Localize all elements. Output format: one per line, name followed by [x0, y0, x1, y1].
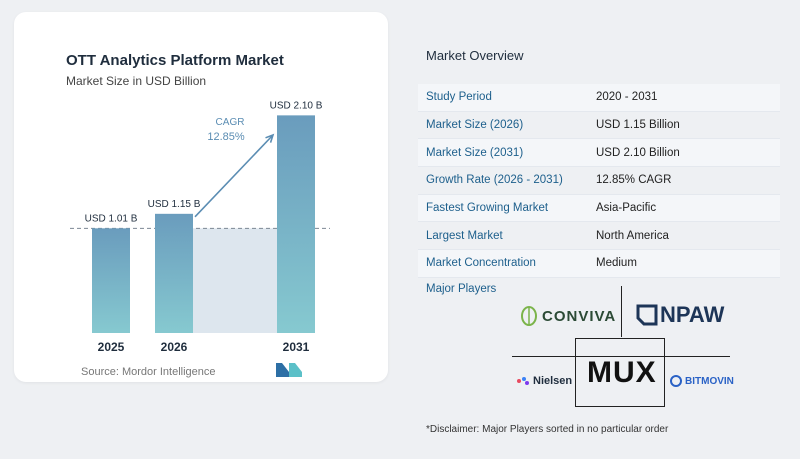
players-divider [664, 338, 665, 406]
market-overview-table: Study Period 2020 - 2031 Market Size (20… [418, 84, 780, 278]
cagr-arrowhead [265, 133, 275, 143]
overview-row: Largest Market North America [418, 222, 780, 251]
overview-value: USD 1.15 Billion [596, 119, 680, 132]
bitmovin-play-icon [670, 375, 682, 387]
npaw-logo: NPAW [636, 302, 724, 328]
overview-row: Market Size (2026) USD 1.15 Billion [418, 112, 780, 140]
data-label: USD 1.15 B [148, 199, 201, 210]
bar-chart: USD 1.01 B 2025 USD 1.15 B 2026 USD 2.10 B 20… [70, 100, 330, 354]
overview-label: Market Size (2026) [426, 119, 524, 132]
nielsen-label: Nielsen [533, 375, 573, 387]
disclaimer-text: *Disclaimer: Major Players sorted in no … [426, 424, 669, 435]
overview-label: Market Concentration [426, 257, 536, 270]
cagr-value: 12.85% [207, 131, 245, 143]
conviva-logo: CONVIVA [520, 306, 616, 326]
bar-2031 [277, 115, 315, 333]
major-players-title: Major Players [426, 283, 497, 295]
players-divider [575, 338, 665, 339]
overview-value: Medium [596, 257, 637, 270]
players-divider [512, 356, 730, 357]
overview-row: Market Concentration Medium [418, 250, 780, 278]
bitmovin-label: BITMOVIN [685, 375, 734, 387]
overview-value: North America [596, 229, 669, 242]
players-divider [575, 338, 576, 406]
overview-label: Fastest Growing Market [426, 202, 549, 215]
overview-label: Largest Market [426, 229, 503, 242]
conviva-label: CONVIVA [542, 307, 617, 325]
chart-title: OTT Analytics Platform Market [66, 52, 284, 69]
players-divider [575, 406, 665, 407]
overview-row: Growth Rate (2026 - 2031) 12.85% CAGR [418, 167, 780, 195]
x-tick-label: 2031 [283, 340, 310, 354]
bar-2026 [155, 213, 193, 333]
players-divider [621, 286, 622, 337]
bar-2025 [92, 228, 130, 333]
overview-value: 2020 - 2031 [596, 91, 658, 104]
mux-logo: MUX [587, 356, 657, 390]
npaw-mark-icon [636, 304, 658, 326]
overview-row: Market Size (2031) USD 2.10 Billion [418, 139, 780, 168]
overview-row: Study Period 2020 - 2031 [418, 84, 780, 112]
data-label: USD 2.10 B [270, 100, 323, 111]
overview-value: USD 2.10 Billion [596, 146, 680, 159]
mux-label: MUX [587, 356, 657, 389]
overview-label: Growth Rate (2026 - 2031) [426, 174, 563, 187]
overview-value: 12.85% CAGR [596, 174, 672, 187]
overview-label: Study Period [426, 91, 492, 104]
source-text: Source: Mordor Intelligence [81, 366, 216, 378]
market-overview-title: Market Overview [426, 48, 524, 63]
nielsen-dots-icon [517, 377, 529, 385]
x-tick-label: 2026 [161, 340, 188, 354]
data-label: USD 1.01 B [85, 213, 138, 224]
overview-label: Market Size (2031) [426, 146, 524, 159]
nielsen-logo: Nielsen [516, 375, 572, 387]
overview-row: Fastest Growing Market Asia-Pacific [418, 194, 780, 223]
overview-value: Asia-Pacific [596, 202, 657, 215]
chart-subtitle: Market Size in USD Billion [66, 74, 207, 88]
mordor-logo-icon [276, 363, 302, 377]
cagr-label: CAGR [216, 117, 245, 128]
growth-shade [193, 228, 277, 333]
cagr-arrow [194, 134, 274, 218]
bitmovin-logo: BITMOVIN [670, 375, 734, 387]
x-tick-label: 2025 [98, 340, 125, 354]
conviva-leaf-icon [521, 306, 537, 326]
npaw-label: NPAW [660, 302, 725, 327]
